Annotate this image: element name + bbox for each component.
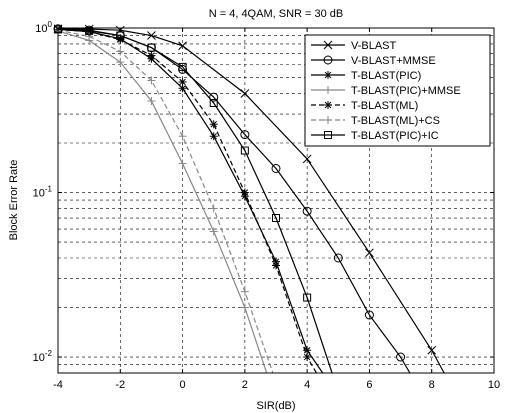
legend-entry: T-BLAST(PIC)+MMSE bbox=[311, 85, 461, 97]
data-point bbox=[396, 352, 406, 362]
data-point bbox=[209, 227, 218, 236]
data-point bbox=[302, 206, 312, 216]
data-point bbox=[147, 76, 156, 85]
x-tick-label: -2 bbox=[115, 379, 125, 391]
y-axis-label: Block Error Rate bbox=[8, 160, 20, 241]
legend-entry: T-BLAST(PIC)+IC bbox=[311, 130, 439, 142]
data-point bbox=[240, 89, 250, 98]
series-line bbox=[57, 30, 268, 374]
data-point bbox=[364, 310, 374, 320]
legend-label: T-BLAST(ML) bbox=[351, 100, 418, 112]
x-axis-label: SIR(dB) bbox=[256, 400, 295, 412]
data-point bbox=[85, 26, 94, 35]
data-point bbox=[323, 40, 333, 50]
data-point bbox=[178, 132, 187, 141]
x-tick-label: 2 bbox=[242, 379, 248, 391]
legend-label: V-BLAST+MMSE bbox=[351, 55, 436, 67]
data-point bbox=[323, 55, 333, 65]
x-tick-labels: -4 -2 0 2 4 6 8 10 bbox=[53, 379, 500, 391]
data-point bbox=[209, 204, 218, 213]
data-point bbox=[85, 27, 94, 36]
data-point bbox=[272, 214, 280, 223]
data-point bbox=[116, 47, 125, 56]
legend-label: T-BLAST(PIC)+IC bbox=[351, 130, 439, 142]
x-tick-label: 6 bbox=[366, 379, 372, 391]
data-point bbox=[147, 43, 156, 52]
y-tick-label: 10-2 bbox=[33, 349, 53, 364]
series-5 bbox=[54, 25, 318, 374]
legend-entry: T-BLAST(ML) bbox=[311, 100, 418, 112]
data-point bbox=[178, 159, 187, 168]
data-point bbox=[302, 154, 312, 164]
y-tick-label: 10-1 bbox=[33, 185, 53, 200]
data-point bbox=[147, 97, 156, 106]
x-tick-label: 4 bbox=[304, 379, 310, 391]
chart-title: N = 4, 4QAM, SNR = 30 dB bbox=[209, 8, 344, 20]
x-tick-label: 0 bbox=[180, 379, 186, 391]
data-point bbox=[178, 62, 187, 71]
plot-frame bbox=[57, 27, 495, 374]
legend-entry: V-BLAST+MMSE bbox=[311, 55, 436, 67]
data-point bbox=[240, 287, 249, 296]
x-tick-label: -4 bbox=[53, 379, 63, 391]
data-point bbox=[116, 35, 125, 44]
data-point bbox=[178, 84, 187, 93]
series-layer bbox=[53, 24, 445, 374]
legend-label: T-BLAST(ML)+CS bbox=[351, 115, 440, 127]
x-tick-label: 10 bbox=[488, 379, 500, 391]
series-line bbox=[57, 28, 333, 374]
legend-label: V-BLAST bbox=[351, 40, 397, 52]
legend: V-BLAST V-BLAST+MMSE T-BLAST(PIC) T-BLAST(P… bbox=[304, 34, 491, 147]
data-point bbox=[209, 132, 218, 141]
data-point bbox=[324, 71, 332, 79]
data-point bbox=[324, 131, 332, 139]
legend-entry: T-BLAST(ML)+CS bbox=[311, 115, 440, 127]
data-point bbox=[365, 248, 374, 258]
data-point bbox=[240, 146, 249, 155]
data-point bbox=[324, 116, 332, 124]
legend-label: T-BLAST(PIC)+MMSE bbox=[351, 85, 461, 97]
data-point bbox=[178, 41, 187, 51]
data-point bbox=[272, 261, 280, 270]
series-line bbox=[57, 29, 274, 374]
data-point bbox=[324, 86, 332, 94]
legend-label: T-BLAST(PIC) bbox=[351, 70, 421, 82]
data-point bbox=[240, 303, 249, 312]
data-point bbox=[427, 345, 437, 355]
data-point bbox=[209, 99, 218, 108]
data-point bbox=[116, 58, 125, 67]
series-line bbox=[57, 28, 445, 374]
series-6 bbox=[54, 26, 274, 374]
series-line bbox=[57, 28, 318, 374]
data-point bbox=[147, 31, 156, 40]
data-point bbox=[240, 188, 249, 197]
data-point bbox=[271, 163, 281, 173]
y-tick-label: 100 bbox=[35, 20, 52, 35]
series-7 bbox=[54, 25, 333, 374]
data-point bbox=[303, 346, 312, 355]
data-point bbox=[116, 31, 125, 40]
data-point bbox=[303, 353, 312, 362]
data-point bbox=[85, 32, 94, 41]
legend-entry: V-BLAST bbox=[311, 40, 397, 52]
series-4 bbox=[54, 26, 268, 374]
y-tick-labels: 10-2 10-1 100 bbox=[33, 20, 53, 364]
x-tick-label: 8 bbox=[429, 379, 435, 391]
data-point bbox=[303, 293, 312, 302]
data-point bbox=[209, 92, 219, 102]
data-point bbox=[333, 253, 343, 263]
data-point bbox=[147, 51, 156, 60]
series-line bbox=[57, 28, 324, 374]
legend-entry: T-BLAST(PIC) bbox=[311, 70, 421, 82]
data-point bbox=[240, 130, 250, 140]
data-point bbox=[324, 101, 332, 109]
data-point bbox=[178, 77, 187, 86]
data-point bbox=[209, 120, 218, 129]
